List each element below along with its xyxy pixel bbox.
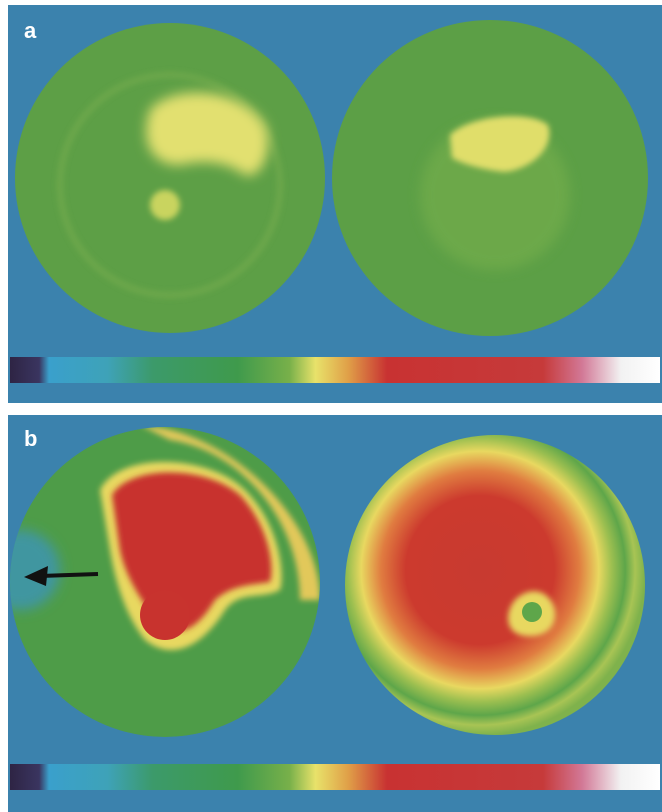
disc — [332, 20, 648, 336]
colorbar — [10, 357, 660, 383]
figure: a b — [0, 0, 662, 812]
disc — [15, 23, 325, 333]
panel-label: a — [24, 18, 37, 43]
panel-label: b — [24, 426, 37, 451]
page: {"panels": [{"label": "a"}, {"label": "b… — [0, 0, 662, 812]
disc — [345, 435, 645, 735]
colorbar — [10, 764, 660, 790]
